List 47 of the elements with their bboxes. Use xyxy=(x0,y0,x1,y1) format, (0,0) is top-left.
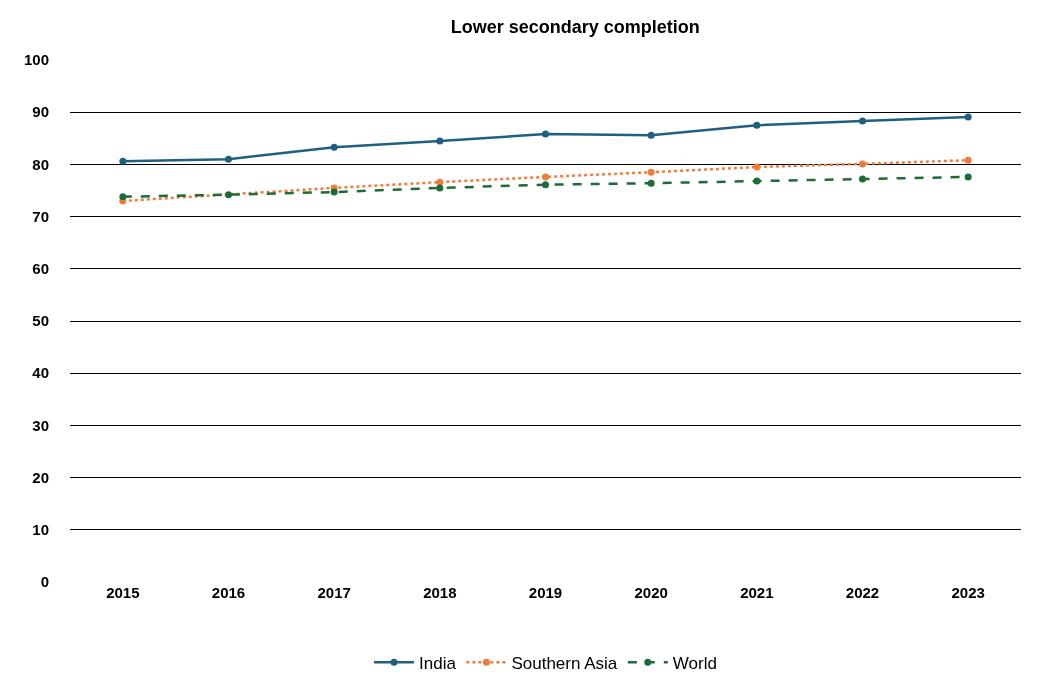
x-tick-label: 2017 xyxy=(317,584,351,601)
y-tick-label: 50 xyxy=(32,312,49,330)
y-tick-label: 90 xyxy=(32,103,49,121)
x-tick-label: 2021 xyxy=(740,584,774,601)
point xyxy=(753,177,761,185)
x-tick-label: 2022 xyxy=(845,584,880,601)
point xyxy=(119,193,127,201)
point xyxy=(436,137,444,145)
y-tick-label: 0 xyxy=(40,573,49,591)
legend-label: India xyxy=(419,653,457,673)
point xyxy=(225,155,232,163)
chart-title: Lower secondary completion xyxy=(450,17,700,38)
point xyxy=(436,184,444,192)
y-tick-label: 10 xyxy=(32,521,49,539)
y-tick-label: 70 xyxy=(32,207,49,225)
point xyxy=(119,157,127,165)
y-tick-label: 60 xyxy=(32,260,49,278)
y-tick-label: 80 xyxy=(32,155,49,173)
point xyxy=(647,168,655,176)
point xyxy=(964,113,972,121)
y-tick-label: 20 xyxy=(32,468,49,486)
point xyxy=(859,117,866,125)
x-tick-label: 2019 xyxy=(528,584,563,601)
point xyxy=(542,181,549,189)
point xyxy=(964,173,972,181)
x-tick-label: 2016 xyxy=(211,584,246,601)
point xyxy=(542,130,549,138)
point xyxy=(647,179,655,187)
legend-label: World xyxy=(672,653,717,673)
point xyxy=(753,163,761,171)
y-tick-label: 40 xyxy=(32,364,49,382)
y-tick-label: 30 xyxy=(32,416,49,434)
point xyxy=(964,156,972,164)
point xyxy=(859,160,866,168)
point xyxy=(330,143,338,151)
point xyxy=(647,131,655,139)
x-tick-label: 2023 xyxy=(951,584,985,601)
legend-label: Southern Asia xyxy=(511,653,618,673)
x-tick-label: 2018 xyxy=(423,584,457,601)
y-tick-label: 100 xyxy=(23,51,49,69)
point xyxy=(225,191,232,199)
x-tick-label: 2020 xyxy=(634,584,668,601)
point xyxy=(753,121,761,129)
point xyxy=(330,188,338,196)
point xyxy=(542,173,549,181)
point xyxy=(859,175,866,183)
x-tick-label: 2015 xyxy=(106,584,140,601)
